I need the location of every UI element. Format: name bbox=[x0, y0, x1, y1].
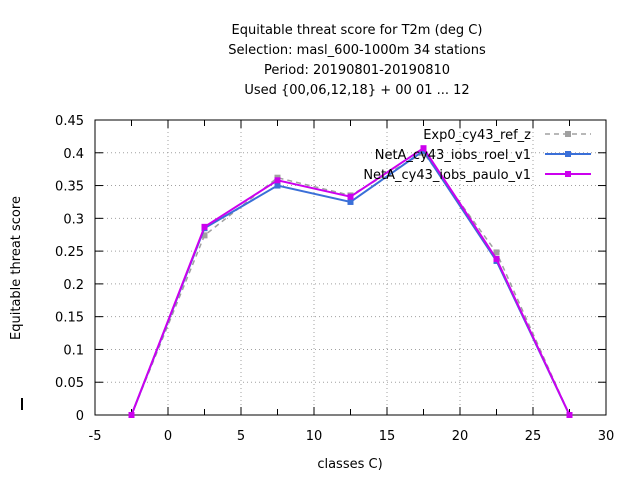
legend: Exp0_cy43_ref_z NetA_cy43_iobs_roel_v1 Net… bbox=[363, 128, 591, 183]
title-line: Equitable threat score for T2m (deg C) bbox=[232, 23, 483, 38]
data-point bbox=[493, 249, 500, 256]
title-line: Period: 20190801-20190810 bbox=[264, 63, 450, 78]
data-point bbox=[347, 193, 354, 200]
y-tick-label: 0.1 bbox=[63, 343, 84, 358]
y-axis-label: Equitable threat score bbox=[9, 196, 24, 340]
x-tick-label: 15 bbox=[379, 429, 396, 444]
legend-marker bbox=[565, 151, 571, 157]
x-tick-label: 25 bbox=[525, 429, 542, 444]
x-tick-label: 10 bbox=[306, 429, 323, 444]
grid bbox=[95, 120, 606, 415]
y-tick-label: 0.3 bbox=[63, 212, 84, 227]
legend-label: NetA_cy43_iobs_roel_v1 bbox=[375, 148, 531, 163]
legend-label: Exp0_cy43_ref_z bbox=[423, 128, 531, 143]
series-line bbox=[130, 146, 571, 416]
y-tick-label: 0.4 bbox=[63, 147, 84, 162]
x-tick-label: 0 bbox=[164, 429, 172, 444]
y-tick-label: 0.15 bbox=[55, 311, 84, 326]
y-tick-label: 0.45 bbox=[55, 114, 84, 129]
x-tick-label: 30 bbox=[598, 429, 615, 444]
data-point bbox=[128, 412, 135, 418]
data-point bbox=[493, 255, 500, 262]
title-line: Used {00,06,12,18} + 00 01 ... 12 bbox=[244, 83, 469, 98]
y-tick-label: 0 bbox=[76, 409, 84, 424]
series bbox=[128, 145, 573, 418]
data-point bbox=[201, 232, 208, 239]
legend-label: NetA_cy43_iobs_paulo_v1 bbox=[363, 168, 531, 183]
axis-ticks: 0 0.05 0.1 0.15 0.2 0.25 0.3 0.35 0.4 0.45 -5 0 5 10 1… bbox=[55, 114, 614, 444]
data-point bbox=[347, 198, 354, 205]
legend-marker bbox=[565, 171, 571, 177]
plot-frame bbox=[94, 119, 607, 416]
data-point bbox=[274, 182, 281, 189]
y-tick-label: 0.2 bbox=[63, 278, 84, 293]
x-tick-label: 5 bbox=[237, 429, 245, 444]
y-tick-label: 0.05 bbox=[55, 376, 84, 391]
data-point bbox=[566, 412, 573, 418]
title-line: Selection: masl_600-1000m 34 stations bbox=[228, 43, 486, 58]
data-point bbox=[274, 177, 281, 184]
x-axis-label: classes C) bbox=[317, 457, 382, 472]
x-tick-label: 20 bbox=[452, 429, 469, 444]
chart-title: Equitable threat score for T2m (deg C) Se… bbox=[228, 23, 486, 98]
y-tick-label: 0.25 bbox=[55, 245, 84, 260]
x-tick-label: -5 bbox=[89, 429, 102, 444]
y-tick-label: 0.35 bbox=[55, 180, 84, 195]
data-point bbox=[201, 223, 208, 230]
series-line bbox=[130, 149, 571, 416]
legend-marker bbox=[565, 131, 571, 137]
data-point bbox=[420, 145, 427, 152]
